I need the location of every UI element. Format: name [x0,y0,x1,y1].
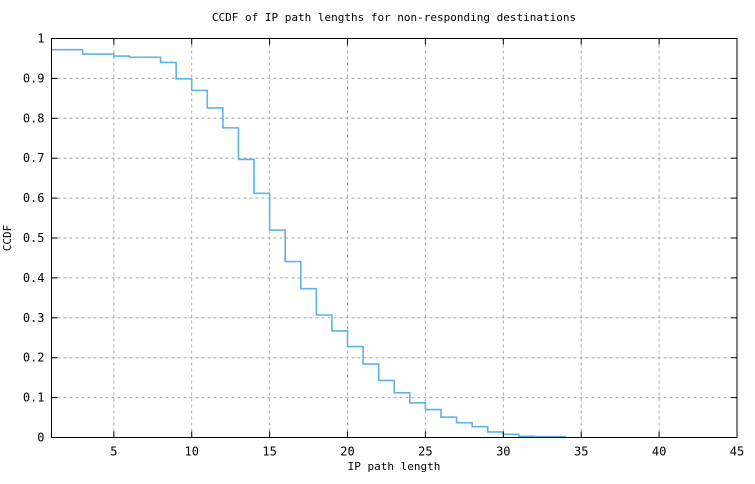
x-tick-label: 20 [340,445,354,459]
x-tick-label: 15 [262,445,276,459]
x-tick-label: 45 [730,445,744,459]
x-tick-label: 35 [574,445,588,459]
x-tick-label: 30 [496,445,510,459]
y-tick-label: 0.3 [23,311,45,325]
x-tick-label: 25 [418,445,432,459]
y-tick-label: 0.4 [23,271,45,285]
y-axis-title: CCDF [1,225,14,252]
ccdf-step-line [51,48,567,438]
y-tick-label: 0.6 [23,191,45,205]
x-tick-label: 10 [184,445,198,459]
y-tick-label: 0 [37,431,44,445]
y-tick-label: 0.2 [23,351,45,365]
x-axis-title: IP path length [348,460,441,473]
y-tick-label: 0.5 [23,231,45,245]
x-tick-label: 40 [652,445,666,459]
y-tick-label: 0.8 [23,111,45,125]
y-tick-label: 0.7 [23,151,45,165]
y-tick-label: 1 [37,32,44,46]
chart-title: CCDF of IP path lengths for non-respondi… [212,11,576,24]
y-tick-label: 0.9 [23,71,45,85]
x-tick-label: 5 [110,445,117,459]
plot-area: 5 10 15 20 25 30 35 40 45 0 0.1 0.2 0.3 0.4 0.5 0.6 0.7 0… [23,32,744,459]
y-tick-label: 0.1 [23,391,45,405]
